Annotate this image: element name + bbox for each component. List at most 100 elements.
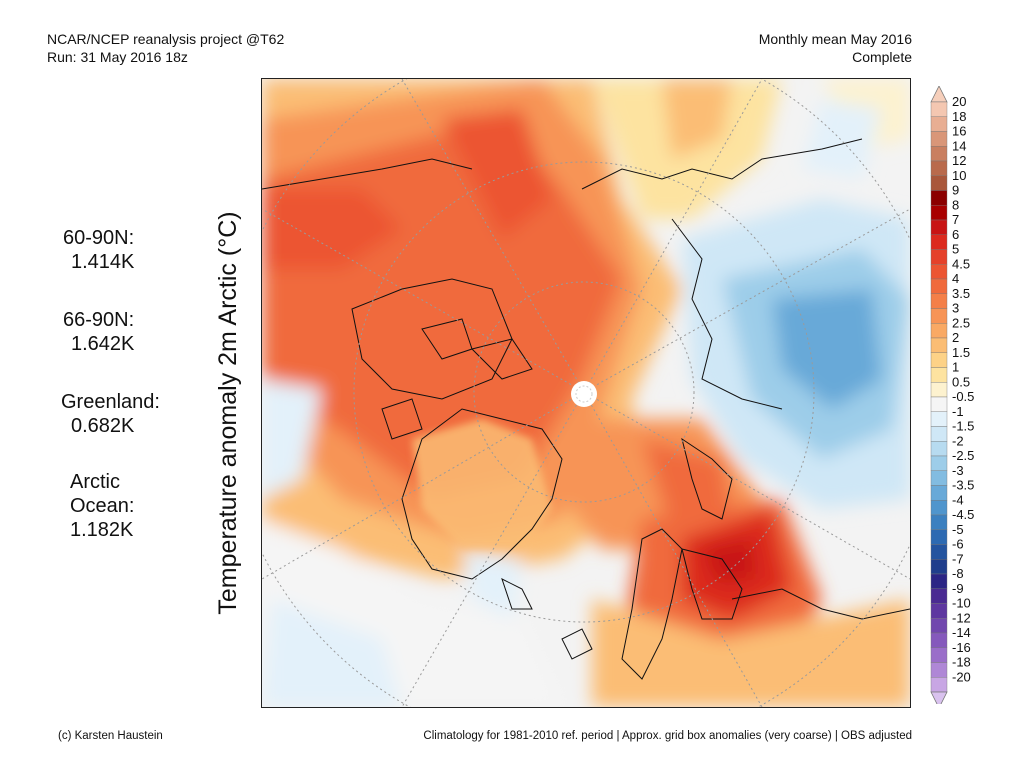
colorbar-swatch — [930, 219, 948, 235]
colorbar-scale: 201816141210987654.543.532.521.510.5-0.5… — [930, 85, 974, 709]
colorbar-swatch — [930, 116, 948, 132]
colorbar-swatch — [930, 500, 948, 516]
colorbar-swatch — [930, 426, 948, 442]
stat-label-2: Ocean: — [70, 495, 135, 517]
footnote: Climatology for 1981-2010 ref. period | … — [423, 730, 912, 742]
colorbar-swatch — [930, 131, 948, 147]
colorbar-label: -9 — [952, 581, 964, 596]
colorbar-label: 14 — [952, 138, 966, 153]
colorbar-label: 4 — [952, 271, 959, 286]
colorbar-label: 8 — [952, 197, 959, 212]
colorbar-swatch — [930, 396, 948, 412]
arctic-anomaly-map — [261, 78, 911, 708]
colorbar-label: 0.5 — [952, 374, 970, 389]
colorbar-label: -1 — [952, 404, 964, 419]
colorbar-swatch — [930, 470, 948, 486]
stat-label: 60-90N: — [63, 227, 135, 249]
header-left: NCAR/NCEP reanalysis project @T62 Run: 3… — [47, 30, 284, 66]
title-line-1: NCAR/NCEP reanalysis project @T62 — [47, 31, 285, 47]
colorbar-swatch — [930, 588, 948, 604]
colorbar-top-arrow — [930, 85, 948, 103]
colorbar-swatch — [930, 514, 948, 530]
graticule — [262, 79, 910, 707]
north-pole-marker — [571, 381, 597, 407]
colorbar-swatch — [930, 367, 948, 383]
period-label: Monthly mean May 2016 — [758, 31, 912, 47]
colorbar-label: -5 — [952, 522, 964, 537]
colorbar-swatch — [930, 234, 948, 250]
colorbar-label: 2 — [952, 330, 959, 345]
colorbar-swatch — [930, 190, 948, 206]
colorbar-label: -14 — [952, 625, 971, 640]
credit: (c) Karsten Haustein — [58, 730, 163, 742]
colorbar-label: -3 — [952, 463, 964, 478]
colorbar-label: -4.5 — [952, 507, 974, 522]
colorbar-swatch — [930, 559, 948, 575]
colorbar-swatch — [930, 160, 948, 176]
colorbar-swatch — [930, 529, 948, 545]
colorbar-label: 20 — [952, 94, 966, 109]
colorbar-swatch — [930, 618, 948, 634]
colorbar-swatch — [930, 323, 948, 339]
axis-title: Temperature anomaly 2m Arctic (°C) — [214, 211, 242, 615]
colorbar-swatch — [930, 411, 948, 427]
colorbar-label: -6 — [952, 537, 964, 552]
colorbar-swatch — [930, 603, 948, 619]
stat-60-90n: 60-90N: 1.414K — [63, 226, 134, 274]
colorbar-label: 4.5 — [952, 256, 970, 271]
colorbar-label: 7 — [952, 212, 959, 227]
colorbar-swatch — [930, 573, 948, 589]
colorbar-label: 18 — [952, 109, 966, 124]
colorbar-label: 12 — [952, 153, 966, 168]
colorbar-swatch — [930, 485, 948, 501]
stat-value: 1.182K — [70, 519, 134, 541]
colorbar-swatch — [930, 632, 948, 648]
colorbar-swatch — [930, 455, 948, 471]
stat-label: Greenland: — [61, 391, 160, 413]
stat-value: 0.682K — [71, 415, 135, 437]
stat-66-90n: 66-90N: 1.642K — [63, 308, 134, 356]
colorbar-swatch — [930, 205, 948, 221]
colorbar-label: 1.5 — [952, 345, 970, 360]
stat-arctic-ocean: Arctic Ocean: 1.182K — [70, 470, 134, 542]
colorbar-label: -3.5 — [952, 478, 974, 493]
colorbar-label: 10 — [952, 168, 966, 183]
stat-value: 1.642K — [71, 333, 135, 355]
colorbar-label: -4 — [952, 492, 964, 507]
colorbar-swatch — [930, 677, 948, 693]
colorbar-swatch — [930, 544, 948, 560]
colorbar-bottom-arrow — [930, 691, 948, 709]
colorbar-swatch — [930, 264, 948, 280]
colorbar-label: -20 — [952, 669, 971, 684]
colorbar-swatch — [930, 293, 948, 309]
colorbar-label: 16 — [952, 124, 966, 139]
colorbar-label: 2.5 — [952, 315, 970, 330]
colorbar-label: 6 — [952, 227, 959, 242]
colorbar-label: 5 — [952, 242, 959, 257]
colorbar: 20 18 16 14 12 10 9 8 7 6 5 4.5 4 3.5 3 2.5 2 1.5 1 0.5 -0.5… — [928, 85, 988, 709]
coastlines — [262, 138, 910, 680]
colorbar-label: -0.5 — [952, 389, 974, 404]
colorbar-label: 3.5 — [952, 286, 970, 301]
colorbar-label: -7 — [952, 551, 964, 566]
stat-label: 66-90N: — [63, 309, 135, 331]
colorbar-label: 9 — [952, 183, 959, 198]
stat-value: 1.414K — [71, 251, 135, 273]
colorbar-swatch — [930, 249, 948, 265]
colorbar-label: -18 — [952, 655, 971, 670]
colorbar-label: -10 — [952, 596, 971, 611]
colorbar-label: -12 — [952, 610, 971, 625]
stat-label: Arctic — [70, 471, 120, 493]
colorbar-swatch — [930, 441, 948, 457]
colorbar-swatch — [930, 175, 948, 191]
greenland-ice — [412, 419, 552, 549]
colorbar-label: -1.5 — [952, 419, 974, 434]
stat-greenland: Greenland: 0.682K — [61, 390, 160, 438]
colorbar-swatch — [930, 352, 948, 368]
colorbar-swatch — [930, 146, 948, 162]
colorbar-swatch — [930, 101, 948, 117]
colorbar-label: 3 — [952, 301, 959, 316]
colorbar-label: 1 — [952, 360, 959, 375]
status-label: Complete — [852, 49, 912, 65]
header-right: Monthly mean May 2016 Complete — [759, 30, 912, 66]
